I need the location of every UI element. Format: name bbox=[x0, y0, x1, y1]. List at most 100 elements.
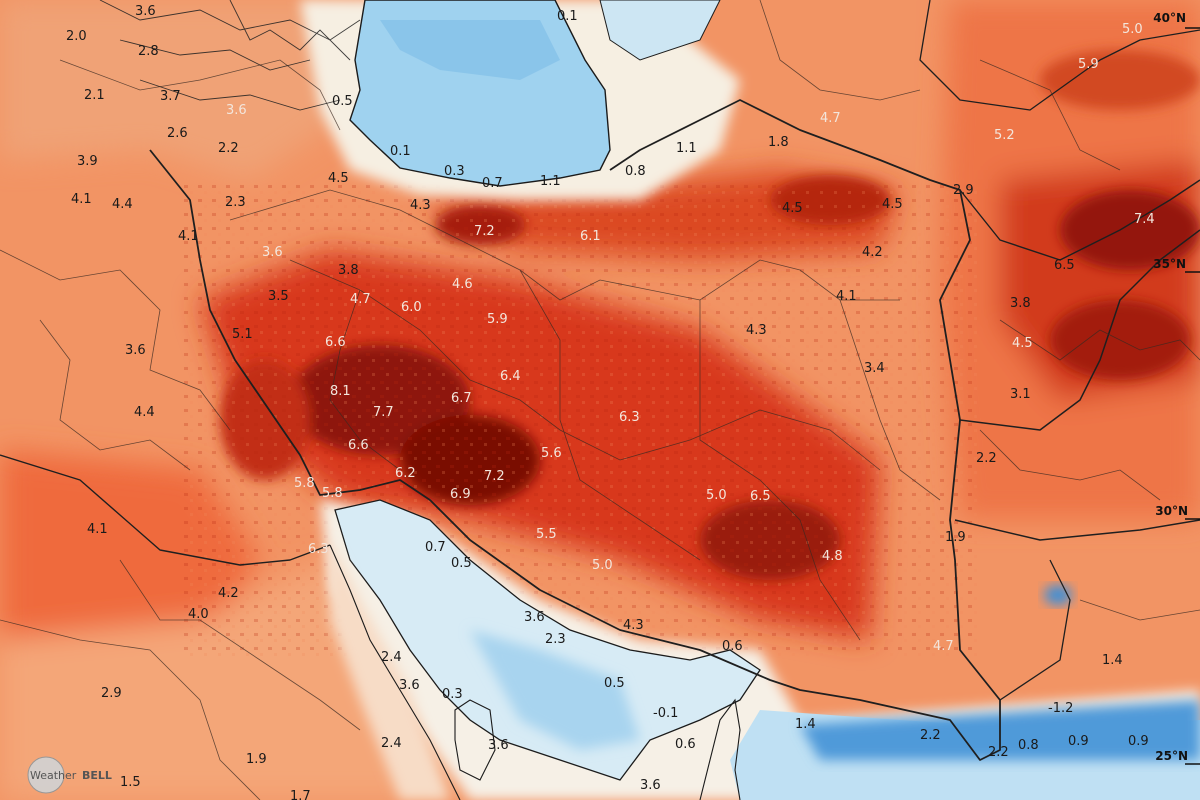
core-east-40n bbox=[1040, 50, 1200, 110]
value-label: 3.1 bbox=[1010, 387, 1031, 402]
caspian-zone bbox=[300, 0, 740, 200]
value-label: 7.4 bbox=[1134, 212, 1155, 227]
value-label: 6.4 bbox=[500, 369, 521, 384]
caucasus-line-4 bbox=[229, 0, 351, 61]
speckle-texture bbox=[180, 180, 980, 660]
value-label: 2.8 bbox=[138, 44, 159, 59]
value-label: 2.3 bbox=[545, 632, 566, 647]
value-label: 2.9 bbox=[101, 686, 122, 701]
value-label: 5.9 bbox=[487, 312, 508, 327]
value-label: 4.1 bbox=[836, 289, 857, 304]
value-label: 6.6 bbox=[348, 438, 369, 453]
value-label: 4.2 bbox=[862, 245, 883, 260]
value-label: -0.1 bbox=[653, 706, 678, 721]
value-label: 4.8 bbox=[822, 549, 843, 564]
value-label: 2.9 bbox=[953, 183, 974, 198]
lat-label-35: 35°N bbox=[1153, 257, 1186, 271]
value-label: 5.0 bbox=[706, 488, 727, 503]
value-label: 5.8 bbox=[294, 476, 315, 491]
value-label: 0.5 bbox=[451, 556, 472, 571]
value-label: 1.1 bbox=[540, 174, 561, 189]
value-label: 4.2 bbox=[218, 586, 239, 601]
value-label: 3.6 bbox=[640, 778, 661, 793]
value-label: 0.1 bbox=[390, 144, 411, 159]
province-line-16 bbox=[759, 0, 921, 101]
value-label: 4.3 bbox=[623, 618, 644, 633]
value-label: 4.3 bbox=[410, 198, 431, 213]
value-label: 0.7 bbox=[425, 540, 446, 555]
value-label: 3.6 bbox=[125, 343, 146, 358]
province-line-2 bbox=[289, 259, 881, 471]
border-afghanistan-pakistan bbox=[959, 229, 1200, 431]
caucasus-line-2 bbox=[119, 39, 311, 71]
province-line-13 bbox=[979, 429, 1161, 501]
gulf-cool-core bbox=[470, 630, 640, 750]
value-label: 3.6 bbox=[524, 610, 545, 625]
value-label: 4.5 bbox=[782, 201, 803, 216]
value-label: 5.0 bbox=[592, 558, 613, 573]
value-label: 2.1 bbox=[84, 88, 105, 103]
value-label: 2.4 bbox=[381, 736, 402, 751]
value-label: 4.1 bbox=[178, 229, 199, 244]
logo-weather-text: Weather bbox=[30, 769, 77, 782]
value-label: 4.3 bbox=[746, 323, 767, 338]
value-label: 1.4 bbox=[1102, 653, 1123, 668]
border-pakistan-coast bbox=[999, 559, 1071, 701]
logo-globe-icon bbox=[27, 756, 65, 794]
value-label: 4.7 bbox=[350, 292, 371, 307]
value-label: 4.7 bbox=[933, 639, 954, 654]
value-label: 3.8 bbox=[1010, 296, 1031, 311]
value-label: 4.4 bbox=[112, 197, 133, 212]
core-afghanistan bbox=[1060, 190, 1200, 270]
caucasus-borders bbox=[99, 0, 361, 111]
value-label: 0.1 bbox=[557, 9, 578, 24]
arabian-pale-coast bbox=[330, 540, 450, 800]
value-label: 6.6 bbox=[325, 335, 346, 350]
value-label: 1.9 bbox=[246, 752, 267, 767]
value-label: 1.1 bbox=[676, 141, 697, 156]
value-label: 5.8 bbox=[322, 486, 343, 501]
latitude-ticks bbox=[1185, 27, 1200, 765]
value-label: 2.2 bbox=[976, 451, 997, 466]
logo-bell-text: BELL bbox=[82, 769, 112, 782]
value-label: 4.5 bbox=[882, 197, 903, 212]
value-label: 6.3 bbox=[619, 410, 640, 425]
value-label: 3.6 bbox=[262, 245, 283, 260]
province-line-6 bbox=[329, 289, 401, 471]
value-label: 2.6 bbox=[167, 126, 188, 141]
value-label: 4.1 bbox=[71, 192, 92, 207]
province-line-14 bbox=[1079, 599, 1200, 621]
value-label: 4.4 bbox=[134, 405, 155, 420]
persian-gulf bbox=[334, 499, 761, 781]
latitude-labels: 40°N 35°N 30°N 25°N bbox=[1153, 11, 1188, 763]
province-line-12 bbox=[999, 319, 1200, 361]
value-label: 2.3 bbox=[225, 195, 246, 210]
value-label: 2.4 bbox=[381, 650, 402, 665]
value-label: 0.5 bbox=[332, 94, 353, 109]
value-label: 0.7 bbox=[482, 176, 503, 191]
value-label: 3.6 bbox=[226, 103, 247, 118]
value-label: 1.7 bbox=[290, 789, 311, 800]
value-label: 3.9 bbox=[77, 154, 98, 169]
value-label: 5.2 bbox=[994, 128, 1015, 143]
value-label: 6.7 bbox=[451, 391, 472, 406]
value-label: 0.9 bbox=[1128, 734, 1149, 749]
value-label: 5.1 bbox=[232, 327, 253, 342]
musandam-oman-coast bbox=[699, 698, 741, 800]
province-line-3 bbox=[519, 269, 701, 561]
value-label: 4.7 bbox=[820, 111, 841, 126]
province-line-1 bbox=[229, 189, 900, 301]
value-label: 6.1 bbox=[580, 229, 601, 244]
caspian-shallow bbox=[380, 20, 560, 80]
value-label: 0.9 bbox=[1068, 734, 1089, 749]
kara-bogaz-sea bbox=[599, 0, 721, 61]
value-label: 2.0 bbox=[66, 29, 87, 44]
value-label: 6.2 bbox=[395, 466, 416, 481]
value-label: 0.3 bbox=[444, 164, 465, 179]
value-label: 3.8 bbox=[338, 263, 359, 278]
gulf-zone bbox=[320, 499, 1200, 800]
value-label: 1.4 bbox=[795, 717, 816, 732]
value-label: 0.3 bbox=[442, 687, 463, 702]
